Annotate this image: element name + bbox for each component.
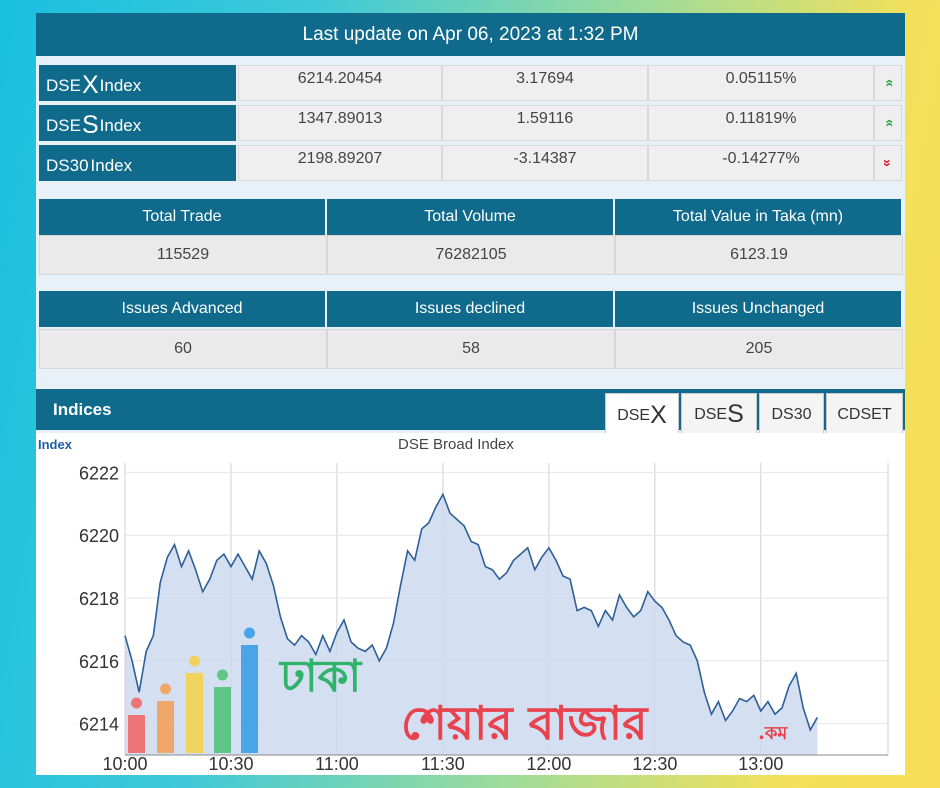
y-tick-label: 6222 (79, 463, 119, 483)
x-tick-label: 10:00 (102, 754, 147, 774)
y-tick-label: 6216 (79, 652, 119, 672)
index-percent-change: 0.05115% (648, 65, 874, 101)
double-chevron-down-icon: » (874, 145, 902, 181)
logo-dot (160, 683, 171, 695)
index-name[interactable]: DSE S Index (39, 105, 236, 141)
index-chart: Index DSE Broad Index 10:00 10:30 11:00 11:… (36, 433, 905, 775)
trade-stat-header: Total Volume (327, 199, 615, 235)
index-row: DSE S Index 1347.89013 1.59116 0.11819%» (36, 105, 905, 142)
watermark-line2: শেয়ার বাজার (401, 696, 649, 750)
chart-title: DSE Broad Index (398, 436, 514, 453)
x-tick-label: 12:00 (526, 754, 571, 774)
index-name-suffix: Index (99, 116, 142, 135)
trade-stat-value: 76282105 (327, 235, 615, 275)
index-value: 1347.89013 (238, 105, 442, 141)
indices-title: Indices (53, 400, 112, 419)
last-update-bar: Last update on Apr 06, 2023 at 1:32 PM (36, 13, 905, 56)
index-name[interactable]: DS30 Index (39, 145, 236, 181)
index-name-suffix: Index (99, 76, 142, 95)
x-tick-label: 13:00 (738, 754, 783, 774)
x-tick-label: 12:30 (632, 754, 677, 774)
logo-dot (244, 627, 255, 639)
index-percent-change: 0.11819% (648, 105, 874, 141)
trade-stat-value: 115529 (39, 235, 327, 275)
index-percent-change: -0.14277% (648, 145, 874, 181)
trade-stat-header: Total Trade (39, 199, 327, 235)
index-change: 1.59116 (442, 105, 648, 141)
index-row: DSE X Index 6214.20454 3.17694 0.05115%» (36, 65, 905, 102)
index-name-prefix: DS30 (46, 156, 89, 175)
index-name-letter: S (81, 111, 99, 139)
tab-index-0[interactable]: DSE X (605, 393, 679, 437)
index-name-suffix: Index (90, 156, 133, 175)
index-change: 3.17694 (442, 65, 648, 101)
index-value: 2198.89207 (238, 145, 442, 181)
market-summary-panel: Last update on Apr 06, 2023 at 1:32 PM D… (36, 13, 905, 775)
logo-bar (241, 645, 258, 753)
tab-label-prefix: DS30 (771, 405, 812, 423)
logo-bar (128, 715, 145, 753)
index-row: DS30 Index 2198.89207 -3.14387 -0.14277%» (36, 145, 905, 182)
tab-index-2[interactable]: DS30 (759, 393, 824, 435)
double-chevron-up-icon: » (874, 105, 902, 141)
index-name[interactable]: DSE X Index (39, 65, 236, 101)
y-tick-label: 6220 (79, 526, 119, 546)
logo-dot (217, 669, 228, 681)
watermark-logo (128, 627, 258, 753)
x-tick-label: 10:30 (208, 754, 253, 774)
tab-label-prefix: DSE (694, 405, 728, 423)
tab-index-3[interactable]: CDSET (826, 393, 903, 435)
x-tick-label: 11:00 (315, 754, 359, 774)
index-name-prefix: DSE (46, 116, 81, 135)
watermark-suffix: .কম (758, 723, 788, 744)
issue-stat-header: Issues Unchanged (615, 291, 903, 327)
logo-dot (189, 655, 200, 667)
tab-label-prefix: CDSET (837, 405, 892, 423)
index-value: 6214.20454 (238, 65, 442, 101)
issue-stat-value: 60 (39, 329, 327, 369)
series-line (124, 492, 819, 732)
series-area (125, 494, 818, 755)
chart-svg: 10:00 10:30 11:00 11:30 12:00 12:30 13:00 6214 6… (79, 463, 889, 774)
index-name-letter: X (81, 71, 99, 99)
logo-bar (186, 673, 203, 753)
tab-index-1[interactable]: DSE S (681, 393, 757, 435)
watermark-line1: ঢাকা (278, 651, 363, 702)
trade-stat-value: 6123.19 (615, 235, 903, 275)
chart-y-axis-label: Index (38, 437, 72, 452)
trade-stat-header: Total Value in Taka (mn) (615, 199, 903, 235)
index-name-prefix: DSE (46, 76, 81, 95)
logo-bar (157, 701, 174, 753)
issue-stat-header: Issues Advanced (39, 291, 327, 327)
tab-label-prefix: DSE (617, 406, 651, 424)
x-tick-label: 11:30 (421, 754, 465, 774)
double-chevron-up-icon: » (874, 65, 902, 101)
issue-stat-value: 58 (327, 329, 615, 369)
y-tick-label: 6218 (79, 589, 119, 609)
logo-dot (131, 697, 142, 709)
tab-label-letter: X (650, 401, 667, 429)
logo-bar (214, 687, 231, 753)
y-tick-label: 6214 (79, 715, 119, 735)
index-change: -3.14387 (442, 145, 648, 181)
issue-stat-value: 205 (615, 329, 903, 369)
issue-stat-header: Issues declined (327, 291, 615, 327)
tab-label-letter: S (727, 400, 744, 428)
